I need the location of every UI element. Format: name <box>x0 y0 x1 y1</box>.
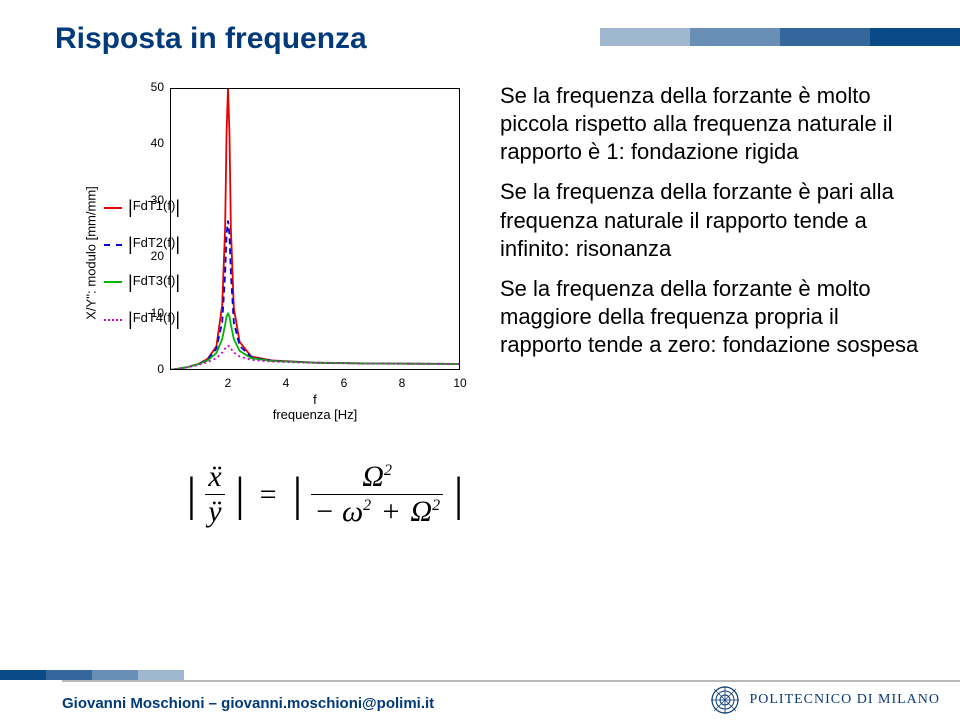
formula-omega-big-top: Ω <box>362 460 384 493</box>
chart-xtick: 2 <box>225 376 232 390</box>
page-title: Risposta in frequenza <box>55 22 367 56</box>
formula-sup-2a: 2 <box>384 462 392 479</box>
chart-ytick: 40 <box>151 136 164 150</box>
chart-legend-item: |FdT1(f)| <box>104 191 180 224</box>
formula-omega-big-bot: Ω <box>410 495 432 528</box>
legend-swatch <box>104 207 122 209</box>
formula-sup-2c: 2 <box>432 497 440 514</box>
footer-divider <box>62 680 960 682</box>
body-item: Se la frequenza della forzante è molto p… <box>500 82 920 166</box>
frequency-response-chart: X/Y'': modulo [mm/mm] |FdT1(f)| |FdT2(f)|… <box>50 88 480 418</box>
abs-bar-left-lhs: | <box>184 468 197 521</box>
polimi-logo-icon <box>709 684 741 716</box>
abs-bar-right-lhs: | <box>233 468 246 521</box>
footer-bar <box>138 670 184 680</box>
chart-ytick: 0 <box>157 362 164 376</box>
header-bar <box>690 28 780 46</box>
legend-swatch <box>104 244 122 246</box>
chart-x-axis-label: ffrequenza [Hz] <box>273 392 358 422</box>
chart-ytick: 20 <box>151 249 164 263</box>
footer-logo-text: POLITECNICO DI MILANO <box>749 692 940 708</box>
footer-author-label: Giovanni Moschioni – giovanni.moschioni@… <box>62 695 434 712</box>
formula-yddot: ÿ <box>208 495 221 528</box>
footer-logo: POLITECNICO DI MILANO <box>709 684 940 716</box>
chart-frame <box>170 88 460 370</box>
formula-equals: = <box>258 478 278 511</box>
formula-sup-2b: 2 <box>363 497 371 514</box>
chart-legend-item: |FdT2(f)| <box>104 228 180 261</box>
abs-bar-right-rhs: | <box>451 468 464 521</box>
transfer-function-formula: | ẍ ÿ | = | Ω2 − ω2 + Ω2 <box>180 460 468 529</box>
footer-accent-bars <box>0 670 184 680</box>
body-text-block: Se la frequenza della forzante è molto p… <box>500 82 920 371</box>
chart-xtick: 4 <box>283 376 290 390</box>
header-accent-bars <box>600 28 960 46</box>
header-bar <box>600 28 690 46</box>
chart-ytick: 30 <box>151 193 164 207</box>
footer-bar <box>92 670 138 680</box>
body-item: Se la frequenza della forzante è pari al… <box>500 178 920 262</box>
header-bar <box>780 28 870 46</box>
page-title-text: Risposta in frequenza <box>55 22 367 55</box>
formula-omega-small: ω <box>342 495 363 528</box>
chart-y-axis-label: X/Y'': modulo [mm/mm] <box>83 186 98 320</box>
chart-ytick: 10 <box>151 306 164 320</box>
formula-minus: − <box>314 495 334 528</box>
footer-bar <box>46 670 92 680</box>
chart-legend: |FdT1(f)| |FdT2(f)| |FdT3(f)| |FdT4(f)| <box>104 191 180 340</box>
chart-plot-area: 01020304050246810ffrequenza [Hz] <box>170 88 460 370</box>
chart-xtick: 10 <box>453 376 466 390</box>
legend-swatch <box>104 281 122 283</box>
chart-xtick: 6 <box>341 376 348 390</box>
chart-legend-item: |FdT4(f)| <box>104 303 180 336</box>
formula-plus: + <box>379 495 403 528</box>
chart-ytick: 50 <box>151 80 164 94</box>
chart-legend-item: |FdT3(f)| <box>104 266 180 299</box>
formula-xddot: ẍ <box>208 460 221 493</box>
body-item: Se la frequenza della forzante è molto m… <box>500 275 920 359</box>
header-bar <box>870 28 960 46</box>
legend-swatch <box>104 319 122 321</box>
footer-bar <box>0 670 46 680</box>
abs-bar-left-rhs: | <box>290 468 303 521</box>
slide-footer: Giovanni Moschioni – giovanni.moschioni@… <box>0 674 960 722</box>
footer-author: Giovanni Moschioni – giovanni.moschioni@… <box>62 695 434 712</box>
chart-xtick: 8 <box>399 376 406 390</box>
